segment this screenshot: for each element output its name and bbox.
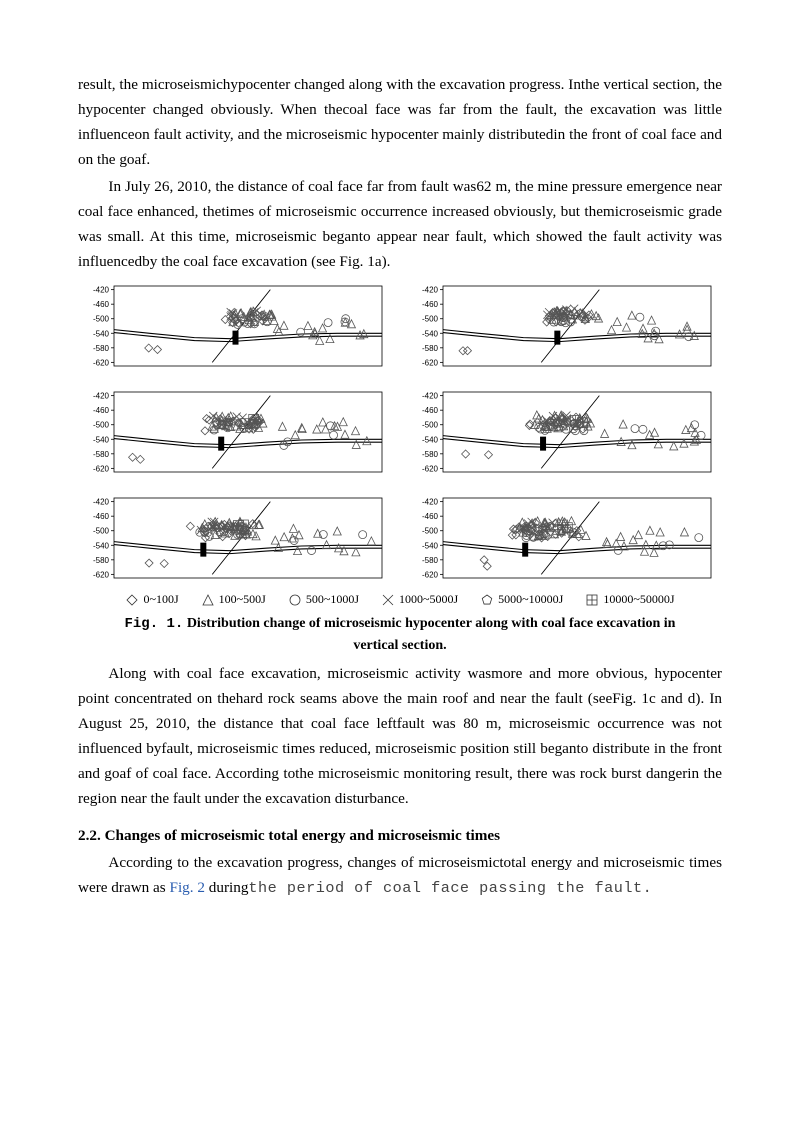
legend-item-x: 1000~5000J: [381, 592, 458, 607]
para-1: result, the microseismichypocenter chang…: [78, 72, 722, 172]
svg-text:-540: -540: [421, 329, 438, 338]
svg-text:-540: -540: [92, 329, 109, 338]
svg-text:-540: -540: [92, 541, 109, 550]
page-root: { "paragraphs": { "p1": "result, the mic…: [0, 0, 800, 1132]
svg-text:-460: -460: [421, 512, 438, 521]
figure-1-caption: Fig. 1. Distribution change of microseis…: [78, 613, 722, 657]
legend-label: 100~500J: [219, 592, 266, 607]
subheading-2-2: 2.2. Changes of microseismic total energ…: [78, 823, 722, 848]
svg-text:-580: -580: [421, 450, 438, 459]
svg-text:-460: -460: [92, 406, 109, 415]
legend-item-diamond: 0~100J: [125, 592, 178, 607]
figure-1-caption-line1: Distribution change of microseismic hypo…: [187, 616, 676, 631]
para-2: In July 26, 2010, the distance of coal f…: [78, 174, 722, 274]
svg-text:-500: -500: [92, 421, 109, 430]
fig1-panel-e: -420 -460 -500 -540 -580 -620: [86, 494, 386, 582]
svg-text:-500: -500: [92, 527, 109, 536]
svg-text:-540: -540: [92, 435, 109, 444]
figure-1-label: Fig. 1.: [125, 616, 184, 632]
svg-text:-620: -620: [421, 358, 438, 367]
svg-text:-420: -420: [92, 498, 109, 507]
fig1-panel-f: -420 -460 -500 -540 -580 -620: [415, 494, 715, 582]
svg-text:-500: -500: [421, 527, 438, 536]
svg-text:-460: -460: [421, 300, 438, 309]
svg-text:-420: -420: [92, 392, 109, 401]
svg-text:-580: -580: [92, 556, 109, 565]
svg-text:-500: -500: [421, 315, 438, 324]
para-4: According to the excavation progress, ch…: [78, 850, 722, 901]
svg-text:-460: -460: [421, 406, 438, 415]
fig1-panel-c: -420 -460 -500 -540 -580 -620: [86, 388, 386, 476]
svg-text:-460: -460: [92, 300, 109, 309]
legend-label: 0~100J: [143, 592, 178, 607]
fig1-panel-b: -420 -460 -500 -540 -580 -620: [415, 282, 715, 370]
svg-text:-580: -580: [421, 556, 438, 565]
fig1-panel-d: -420 -460 -500 -540 -580 -620: [415, 388, 715, 476]
fig-2-ref-link[interactable]: Fig. 2: [170, 879, 205, 896]
svg-text:-620: -620: [421, 570, 438, 579]
legend-label: 10000~50000J: [603, 592, 674, 607]
figure-1-grid: -420 -460 -500 -540 -580 -620 -420 -460 -500 -54…: [78, 282, 722, 582]
svg-text:-620: -620: [92, 358, 109, 367]
svg-text:-500: -500: [92, 315, 109, 324]
figure-1-legend: 0~100J 100~500J 500~1000J 1000~5000J 5000~10…: [78, 592, 722, 607]
legend-label: 1000~5000J: [399, 592, 458, 607]
svg-text:-620: -620: [92, 464, 109, 473]
legend-label: 500~1000J: [306, 592, 359, 607]
legend-item-box: 10000~50000J: [585, 592, 674, 607]
svg-text:-420: -420: [421, 286, 438, 295]
svg-text:-580: -580: [92, 344, 109, 353]
para-3: Along with coal face excavation, microse…: [78, 661, 722, 811]
legend-item-star: 5000~10000J: [480, 592, 563, 607]
svg-text:-580: -580: [421, 344, 438, 353]
para-4-b: during: [205, 879, 248, 896]
svg-text:-460: -460: [92, 512, 109, 521]
svg-text:-620: -620: [421, 464, 438, 473]
legend-label: 5000~10000J: [498, 592, 563, 607]
para-4-c: the period of coal face passing the faul…: [248, 879, 652, 897]
legend-item-circ: 500~1000J: [288, 592, 359, 607]
figure-1-caption-line2: vertical section.: [353, 638, 446, 653]
svg-text:-620: -620: [92, 570, 109, 579]
fig1-panel-a: -420 -460 -500 -540 -580 -620: [86, 282, 386, 370]
svg-text:-420: -420: [92, 286, 109, 295]
legend-item-tri: 100~500J: [201, 592, 266, 607]
svg-text:-420: -420: [421, 498, 438, 507]
svg-text:-500: -500: [421, 421, 438, 430]
svg-text:-540: -540: [421, 541, 438, 550]
svg-text:-580: -580: [92, 450, 109, 459]
svg-text:-420: -420: [421, 392, 438, 401]
svg-text:-540: -540: [421, 435, 438, 444]
